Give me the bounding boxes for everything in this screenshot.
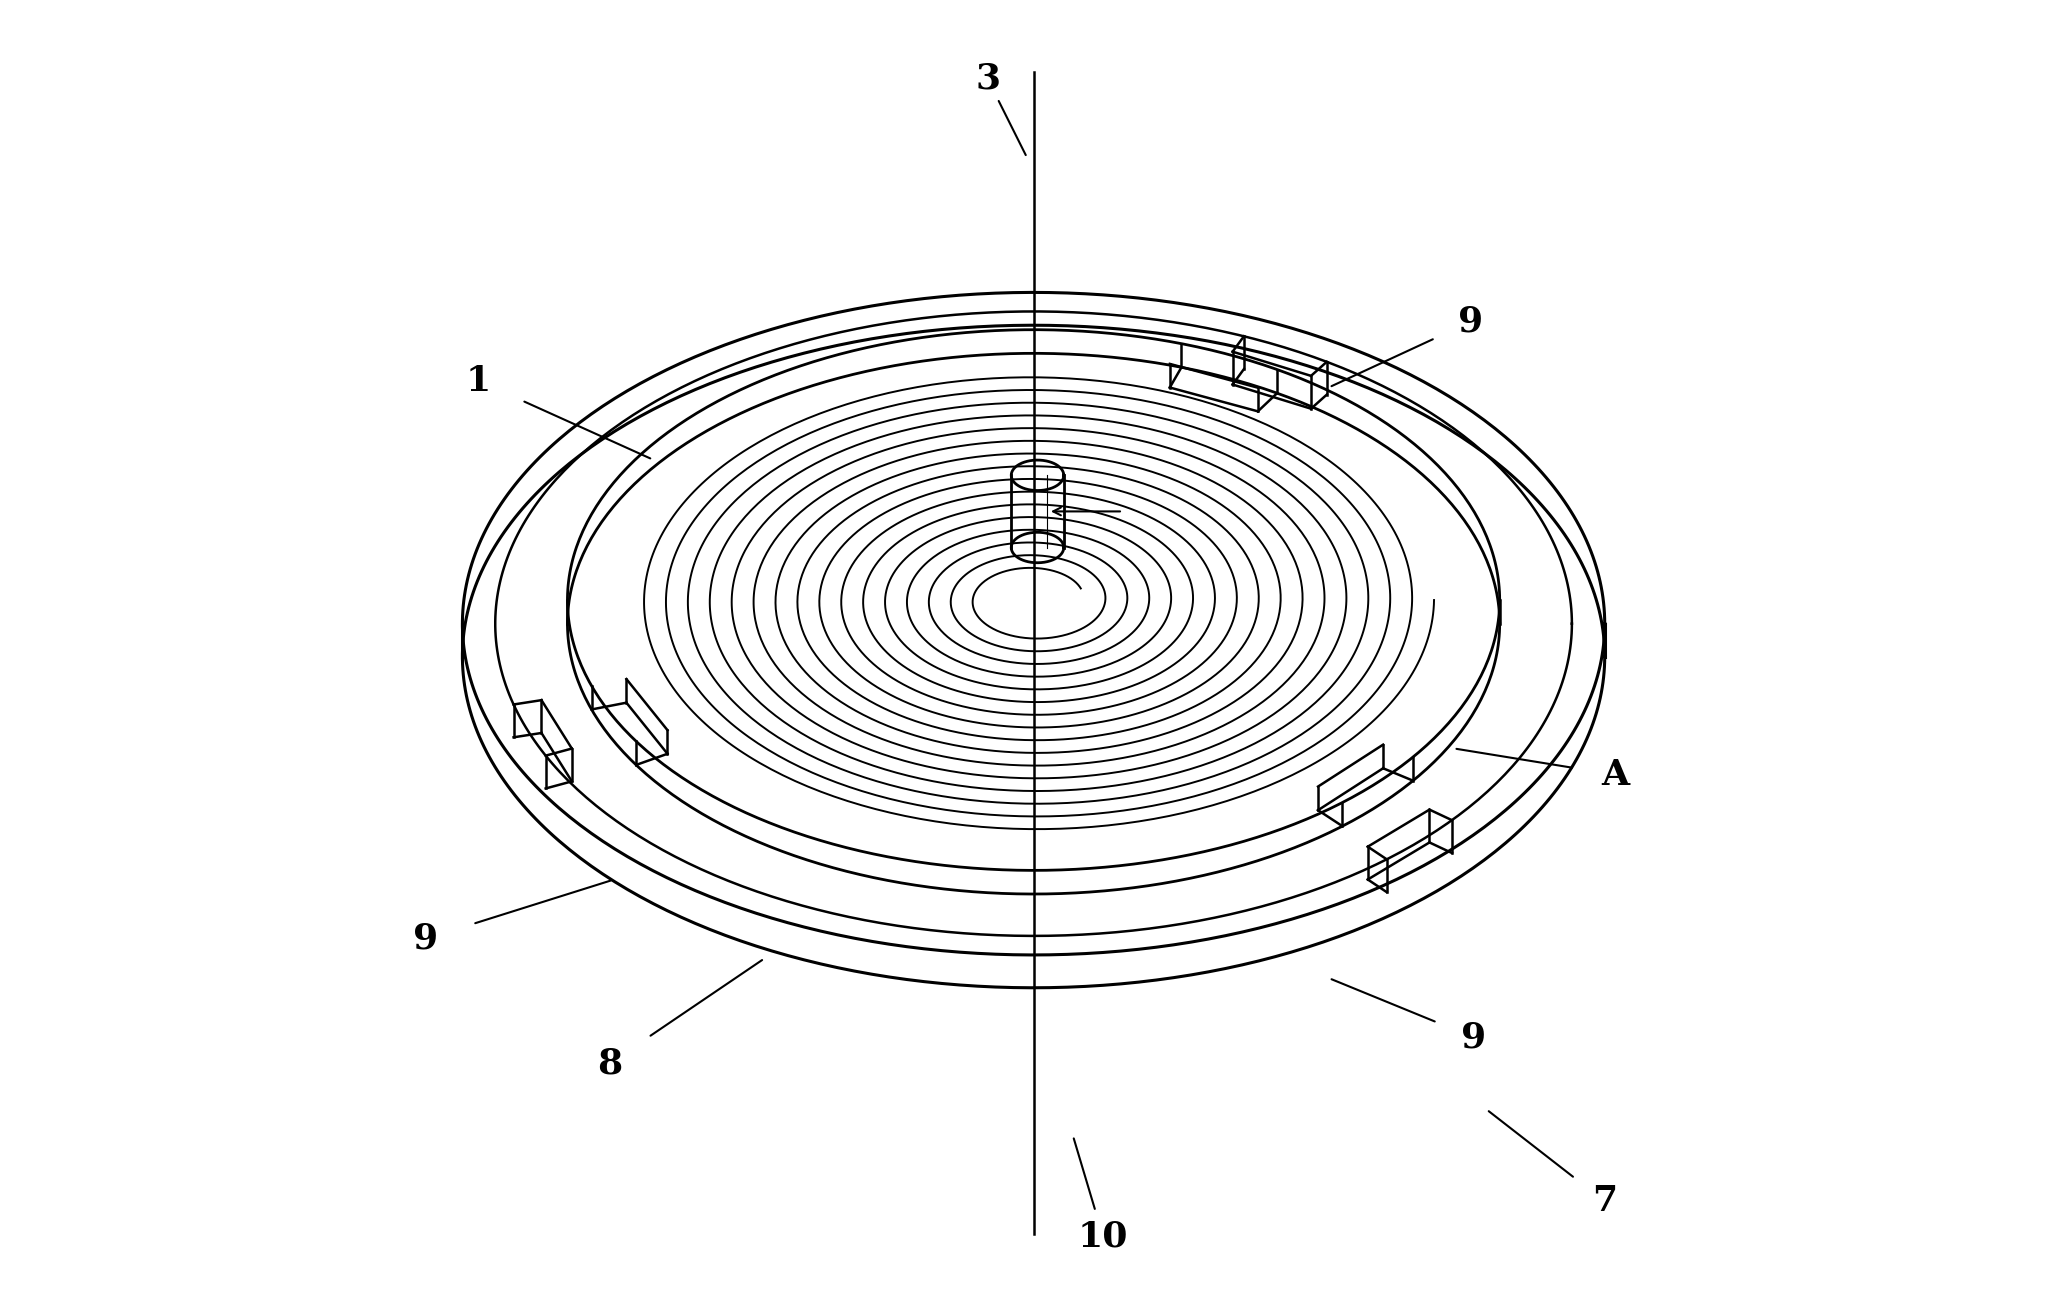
Text: 9: 9	[1460, 1020, 1485, 1054]
Text: 9: 9	[1458, 305, 1483, 339]
Text: 1: 1	[466, 364, 491, 398]
Text: 7: 7	[1592, 1184, 1616, 1218]
Text: 9: 9	[413, 922, 438, 956]
Text: A: A	[1602, 758, 1629, 792]
Text: 10: 10	[1078, 1220, 1128, 1254]
Text: 3: 3	[976, 62, 1000, 96]
Text: 8: 8	[598, 1046, 622, 1081]
